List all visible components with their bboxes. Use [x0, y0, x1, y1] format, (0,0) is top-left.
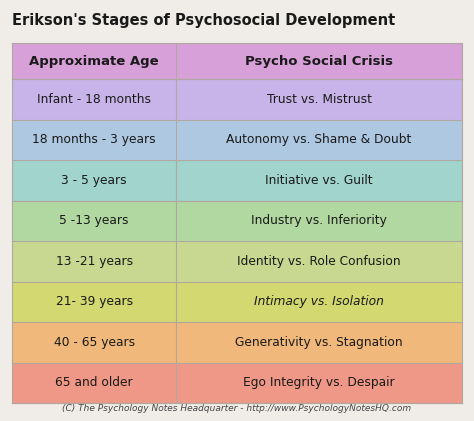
- Bar: [12, 43, 176, 79]
- Text: 3 - 5 years: 3 - 5 years: [61, 174, 127, 187]
- Text: Generativity vs. Stagnation: Generativity vs. Stagnation: [235, 336, 403, 349]
- Text: 13 -21 years: 13 -21 years: [55, 255, 133, 268]
- Bar: [12, 362, 176, 403]
- Text: Industry vs. Inferiority: Industry vs. Inferiority: [251, 214, 387, 227]
- Text: Intimacy vs. Isolation: Intimacy vs. Isolation: [254, 295, 384, 308]
- Bar: [12, 282, 176, 322]
- Bar: [176, 160, 462, 200]
- Bar: [176, 200, 462, 241]
- Text: (C) The Psychology Notes Headquarter - http://www.PsychologyNotesHQ.com: (C) The Psychology Notes Headquarter - h…: [63, 404, 411, 413]
- Text: 21- 39 years: 21- 39 years: [55, 295, 133, 308]
- Bar: [12, 200, 176, 241]
- Text: Approximate Age: Approximate Age: [29, 54, 159, 67]
- Text: Identity vs. Role Confusion: Identity vs. Role Confusion: [237, 255, 401, 268]
- Bar: [12, 322, 176, 362]
- Text: Erikson's Stages of Psychosocial Development: Erikson's Stages of Psychosocial Develop…: [12, 13, 395, 28]
- Bar: [176, 282, 462, 322]
- Text: 18 months - 3 years: 18 months - 3 years: [32, 133, 156, 146]
- Text: Trust vs. Mistrust: Trust vs. Mistrust: [266, 93, 372, 106]
- Text: Initiative vs. Guilt: Initiative vs. Guilt: [265, 174, 373, 187]
- Bar: [176, 241, 462, 282]
- Text: Autonomy vs. Shame & Doubt: Autonomy vs. Shame & Doubt: [227, 133, 412, 146]
- Text: Psycho Social Crisis: Psycho Social Crisis: [245, 54, 393, 67]
- Text: 65 and older: 65 and older: [55, 376, 133, 389]
- Bar: [176, 43, 462, 79]
- Bar: [12, 160, 176, 200]
- Bar: [176, 322, 462, 362]
- Text: Ego Integrity vs. Despair: Ego Integrity vs. Despair: [243, 376, 395, 389]
- Text: 40 - 65 years: 40 - 65 years: [54, 336, 135, 349]
- Bar: [176, 120, 462, 160]
- Bar: [12, 79, 176, 120]
- Text: 5 -13 years: 5 -13 years: [59, 214, 129, 227]
- Text: Infant - 18 months: Infant - 18 months: [37, 93, 151, 106]
- Bar: [176, 362, 462, 403]
- Bar: [12, 241, 176, 282]
- Bar: [176, 79, 462, 120]
- Bar: [12, 120, 176, 160]
